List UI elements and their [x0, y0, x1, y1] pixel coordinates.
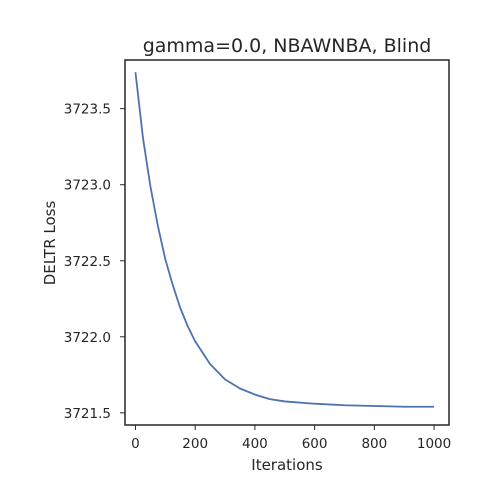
y-axis-label: DELTR Loss: [41, 201, 59, 286]
y-tick-label: 3723.0: [64, 178, 111, 194]
x-tick-label: 1000: [417, 436, 451, 452]
x-tick-label: 600: [302, 436, 328, 452]
x-tick-label: 200: [182, 436, 208, 452]
x-axis: 0 200 400 600 800 1000: [131, 425, 451, 452]
x-tick-label: 400: [242, 436, 268, 452]
x-tick-label: 0: [131, 436, 140, 452]
x-axis-label: Iterations: [251, 456, 323, 474]
y-tick-label: 3721.5: [64, 406, 111, 422]
y-axis: 3721.5 3722.0 3722.5 3723.0 3723.5: [64, 102, 125, 422]
plot-frame: [124, 59, 450, 426]
y-tick-label: 3722.0: [64, 330, 111, 346]
y-tick-label: 3722.5: [64, 254, 111, 270]
x-tick-label: 800: [361, 436, 387, 452]
series-line: [134, 72, 435, 408]
chart-title: gamma=0.0, NBAWNBA, Blind: [143, 35, 432, 57]
plot-area: [134, 72, 435, 408]
y-tick-label: 3723.5: [64, 102, 111, 118]
